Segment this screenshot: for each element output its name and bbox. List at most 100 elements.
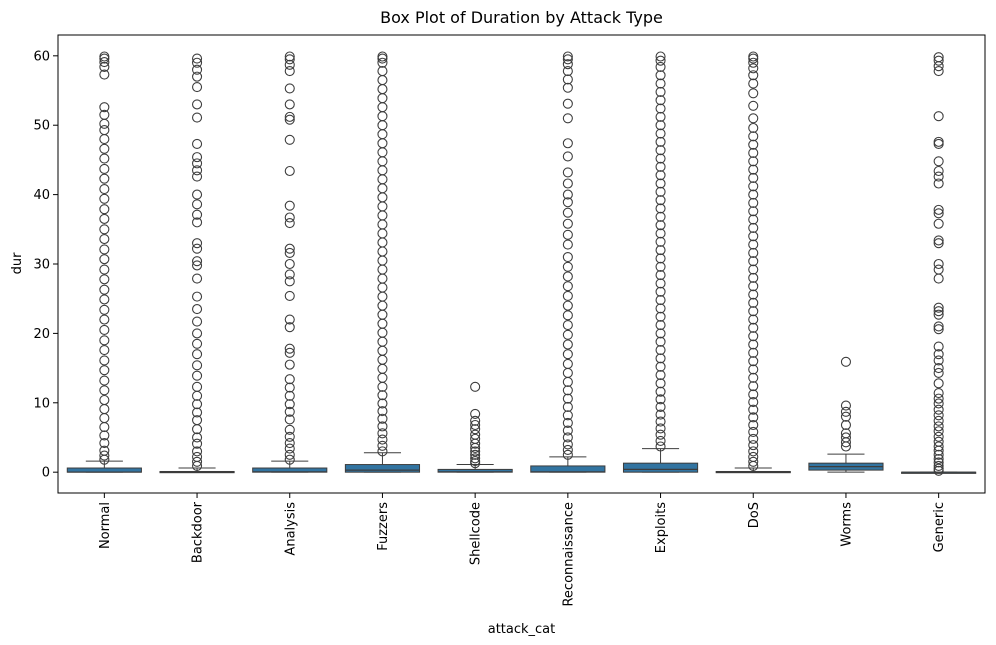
outlier-point bbox=[99, 163, 110, 174]
outlier-point bbox=[470, 408, 481, 419]
outlier-point bbox=[99, 445, 110, 456]
outlier-point bbox=[284, 314, 295, 325]
outlier-point bbox=[655, 441, 666, 452]
outlier-point bbox=[748, 51, 759, 62]
outlier-point bbox=[933, 178, 944, 189]
outlier-point bbox=[192, 53, 203, 64]
outlier-point bbox=[192, 415, 203, 426]
outlier-point bbox=[99, 284, 110, 295]
outlier-point bbox=[192, 199, 203, 210]
outlier-point bbox=[933, 111, 944, 122]
outlier-point bbox=[748, 426, 759, 437]
outlier-point bbox=[748, 397, 759, 408]
outlier-point bbox=[377, 246, 388, 257]
outlier-point bbox=[655, 103, 666, 114]
outlier-point bbox=[748, 281, 759, 292]
outlier-point bbox=[284, 51, 295, 62]
outlier-point bbox=[562, 207, 573, 218]
outlier-point bbox=[655, 386, 666, 397]
outlier-point bbox=[655, 253, 666, 264]
outlier-point bbox=[470, 424, 481, 435]
outlier-point bbox=[377, 446, 388, 457]
outlier-point bbox=[192, 81, 203, 93]
outlier-point bbox=[655, 423, 666, 434]
outlier-point bbox=[99, 224, 110, 235]
outlier-point bbox=[748, 364, 759, 375]
x-tick-label: Backdoor bbox=[191, 501, 206, 563]
outlier-point bbox=[99, 118, 110, 129]
outlier-point bbox=[192, 57, 203, 68]
outlier-point bbox=[377, 129, 388, 140]
outlier-point bbox=[655, 409, 666, 420]
outlier-point bbox=[192, 304, 203, 315]
outlier-point bbox=[99, 394, 110, 406]
outlier-point bbox=[748, 451, 759, 462]
outlier-point bbox=[655, 261, 666, 272]
outlier-point bbox=[655, 295, 666, 306]
outlier-point bbox=[933, 309, 944, 320]
outlier-point bbox=[284, 247, 295, 258]
outlier-point bbox=[840, 419, 852, 431]
outlier-point bbox=[284, 111, 295, 122]
outlier-point bbox=[655, 203, 666, 214]
outlier-point bbox=[192, 209, 203, 220]
outlier-point bbox=[284, 59, 295, 70]
outlier-point bbox=[748, 156, 759, 167]
outlier-point bbox=[284, 322, 295, 333]
outlier-point bbox=[655, 161, 666, 172]
outlier-point bbox=[933, 55, 944, 66]
outlier-point bbox=[655, 361, 666, 372]
outlier-point bbox=[933, 349, 944, 360]
outlier-point bbox=[748, 57, 759, 68]
outlier-point bbox=[748, 139, 759, 150]
outlier-point bbox=[470, 449, 481, 460]
outlier-point bbox=[377, 165, 388, 176]
outlier-point bbox=[99, 233, 110, 245]
outlier-point bbox=[284, 431, 295, 442]
outlier-point bbox=[284, 276, 295, 287]
outlier-point bbox=[284, 66, 295, 77]
outlier-point bbox=[655, 211, 666, 222]
outlier-point bbox=[562, 138, 573, 149]
outlier-point bbox=[748, 189, 759, 200]
outlier-point bbox=[748, 113, 759, 124]
outlier-point bbox=[562, 252, 573, 263]
outlier-point bbox=[562, 178, 573, 189]
outlier-point bbox=[933, 457, 944, 468]
outlier-point bbox=[377, 138, 388, 149]
outlier-point bbox=[377, 434, 388, 445]
outlier-point bbox=[655, 136, 666, 147]
outlier-point bbox=[933, 388, 944, 399]
outlier-point bbox=[377, 102, 388, 113]
outlier-point bbox=[748, 272, 759, 283]
outlier-point bbox=[284, 406, 295, 417]
outlier-point bbox=[933, 204, 944, 215]
box-group-dos bbox=[715, 51, 791, 474]
outlier-point bbox=[377, 57, 388, 68]
x-tick-label: DoS bbox=[747, 502, 762, 528]
outlier-point bbox=[655, 78, 666, 89]
outlier-point bbox=[933, 355, 944, 366]
outlier-point bbox=[933, 341, 944, 352]
outlier-point bbox=[377, 264, 388, 275]
outlier-point bbox=[284, 374, 295, 385]
outlier-point bbox=[748, 306, 759, 317]
outlier-point bbox=[655, 270, 666, 281]
outlier-point bbox=[655, 178, 666, 189]
outlier-point bbox=[562, 449, 573, 460]
outlier-point bbox=[377, 237, 388, 248]
outlier-point bbox=[748, 122, 759, 134]
outlier-point bbox=[748, 339, 759, 350]
outlier-point bbox=[655, 394, 666, 405]
outlier-point bbox=[840, 406, 852, 417]
y-tick-label: 30 bbox=[33, 258, 50, 273]
outlier-point bbox=[748, 440, 759, 451]
outlier-point bbox=[748, 147, 759, 159]
outlier-point bbox=[192, 360, 203, 371]
outlier-point bbox=[840, 411, 852, 422]
outlier-point bbox=[377, 111, 388, 122]
outlier-point bbox=[284, 382, 295, 393]
outlier-point bbox=[562, 74, 573, 85]
outlier-point bbox=[655, 51, 666, 62]
outlier-point bbox=[377, 413, 388, 424]
